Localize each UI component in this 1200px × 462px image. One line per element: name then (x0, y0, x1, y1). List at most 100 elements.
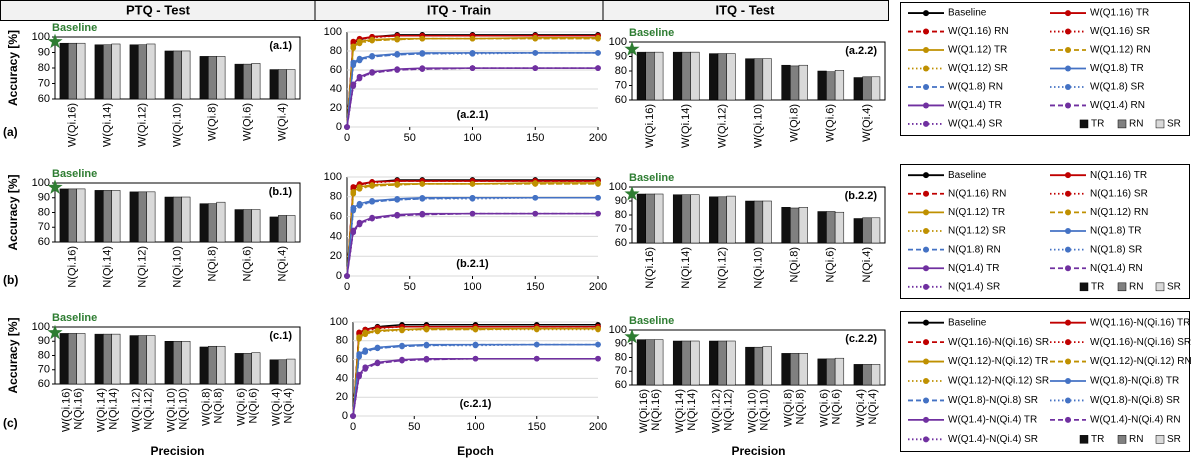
point (469, 35, 476, 42)
legend-label: N(Q1.4) SR (948, 281, 1000, 292)
bar (636, 193, 646, 244)
legend-label: SR (1167, 434, 1181, 445)
column-header: ITQ - Test (716, 2, 776, 17)
point (469, 210, 476, 217)
y-tick-label: 40 (330, 230, 342, 242)
y-tick-label: 100 (32, 321, 50, 333)
bar (216, 345, 226, 385)
point (350, 191, 357, 197)
bar (862, 217, 872, 244)
bar (234, 353, 244, 385)
x-tick-label: 0 (344, 281, 350, 293)
point (344, 273, 350, 279)
bar (645, 193, 655, 244)
point (419, 211, 426, 218)
x-tick-label: W(Qi.12) (710, 389, 722, 433)
bar (645, 51, 655, 101)
legend-swatch (923, 28, 929, 35)
x-tick-label: W(Qi.16) (638, 389, 650, 433)
bar (745, 200, 755, 244)
bar (138, 44, 147, 100)
baseline-label: Baseline (629, 172, 674, 184)
y-tick-label: 70 (38, 364, 50, 376)
x-tick-label: W(Qi.14) (674, 389, 686, 433)
point (394, 182, 401, 188)
bar (251, 352, 261, 385)
legend-label: W(Q1.8) SR (1090, 82, 1144, 93)
bar (278, 359, 287, 385)
legend-swatch (923, 47, 929, 54)
point (344, 124, 350, 130)
x-tick-label: N(Qi.6) (241, 246, 253, 281)
x-tick-label: 200 (589, 421, 607, 433)
bar (94, 44, 104, 100)
bar (690, 51, 700, 101)
legend-swatch (923, 65, 929, 72)
y-tick-label: 60 (615, 237, 627, 249)
legend-swatch (1079, 435, 1089, 444)
x-tick-label: N(Qi.12) (722, 389, 734, 431)
point (369, 215, 375, 222)
x-tick-label: W(Qi.10) (752, 104, 764, 148)
bar (709, 340, 719, 386)
bar (745, 58, 755, 101)
bar (826, 358, 836, 386)
bar (76, 42, 86, 100)
bar (173, 50, 182, 100)
legend-swatch (1065, 397, 1071, 404)
legend-swatch (1065, 246, 1071, 253)
legend-label: N(Q1.16) SR (1090, 188, 1148, 199)
x-tick-label: 100 (463, 132, 481, 144)
legend-label: N(Q1.8) SR (1090, 244, 1142, 255)
bar (243, 353, 252, 385)
legend-label: N(Q1.4) RN (1090, 263, 1143, 274)
bar (790, 353, 800, 386)
legend-swatch (923, 436, 929, 443)
bar (726, 53, 736, 101)
point (595, 50, 601, 56)
y-tick-label: 100 (32, 31, 50, 43)
point (532, 35, 539, 42)
legend-label: W(Q1.12)-N(Qi.12) SR (948, 376, 1049, 387)
bar (59, 333, 69, 385)
legend-label: W(Q1.4)-N(Qi.4) SR (948, 434, 1038, 445)
baseline-label: Baseline (629, 315, 674, 327)
panel-label: (b.2.2) (845, 190, 878, 202)
bar (672, 194, 683, 244)
bar (853, 77, 863, 101)
baseline-marker (47, 179, 63, 194)
bar (111, 43, 121, 100)
legend-label: TR (1091, 281, 1104, 292)
y-tick-label: 60 (38, 236, 50, 248)
legend-swatch (1065, 47, 1071, 54)
bar (871, 217, 881, 244)
x-tick-label: N(Qi.8) (212, 388, 224, 423)
x-tick-label: W(Qi.16) (644, 104, 656, 148)
y-tick-label: 90 (38, 335, 50, 347)
point (394, 36, 401, 43)
bar (76, 188, 86, 243)
bar (871, 364, 881, 386)
legend-swatch (1065, 339, 1071, 346)
x-tick-label: 50 (404, 281, 416, 293)
point (595, 210, 601, 217)
series-line (346, 67, 598, 128)
bar (181, 196, 191, 243)
bar (798, 353, 808, 386)
bar (146, 335, 156, 385)
bar (138, 335, 147, 385)
bar (76, 333, 86, 385)
bar (173, 341, 182, 385)
x-tick-label: 50 (408, 421, 420, 433)
x-tick-label: N(Qi.4) (282, 388, 294, 423)
y-tick-label: 100 (330, 316, 348, 328)
row-label: (c) (3, 416, 18, 430)
y-tick-label: 100 (609, 324, 627, 336)
bar (871, 76, 881, 101)
bar (199, 203, 209, 243)
x-tick-label: 50 (404, 132, 416, 144)
bar (817, 70, 827, 101)
y-tick-label: 70 (38, 77, 50, 89)
bar (726, 340, 736, 386)
